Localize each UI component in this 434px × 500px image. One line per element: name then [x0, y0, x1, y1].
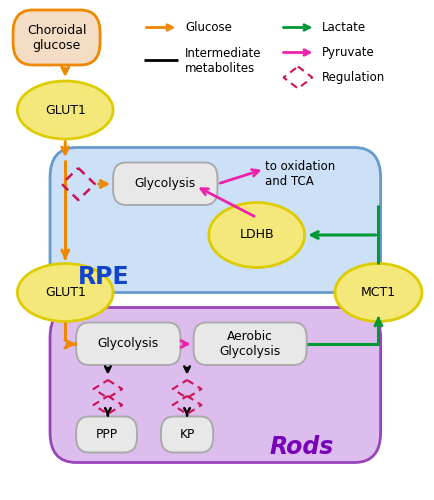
Text: MCT1: MCT1	[360, 286, 395, 299]
Text: Choroidal
glucose: Choroidal glucose	[27, 24, 86, 52]
FancyBboxPatch shape	[76, 416, 137, 452]
Text: PPP: PPP	[95, 428, 117, 441]
Text: to oxidation
and TCA: to oxidation and TCA	[265, 160, 335, 188]
FancyBboxPatch shape	[13, 10, 100, 65]
Ellipse shape	[17, 81, 113, 139]
Text: Lactate: Lactate	[321, 21, 365, 34]
FancyBboxPatch shape	[161, 416, 213, 452]
Text: KP: KP	[179, 428, 194, 441]
Ellipse shape	[208, 202, 304, 268]
Text: GLUT1: GLUT1	[45, 286, 85, 299]
Text: Glycolysis: Glycolysis	[135, 178, 195, 190]
Text: Aerobic
Glycolysis: Aerobic Glycolysis	[219, 330, 280, 358]
FancyBboxPatch shape	[50, 308, 380, 462]
Ellipse shape	[17, 264, 113, 322]
Text: Regulation: Regulation	[321, 71, 384, 84]
Ellipse shape	[334, 264, 421, 322]
Text: RPE: RPE	[78, 266, 130, 289]
Text: GLUT1: GLUT1	[45, 104, 85, 117]
Text: Pyruvate: Pyruvate	[321, 46, 374, 59]
Text: Intermediate
metabolites: Intermediate metabolites	[184, 47, 261, 75]
Text: Glucose: Glucose	[184, 21, 231, 34]
FancyBboxPatch shape	[76, 322, 180, 365]
Text: Glycolysis: Glycolysis	[98, 337, 158, 350]
FancyBboxPatch shape	[193, 322, 306, 365]
FancyBboxPatch shape	[113, 162, 217, 205]
FancyBboxPatch shape	[50, 148, 380, 292]
Text: Rods: Rods	[269, 436, 333, 460]
Text: LDHB: LDHB	[239, 228, 273, 241]
